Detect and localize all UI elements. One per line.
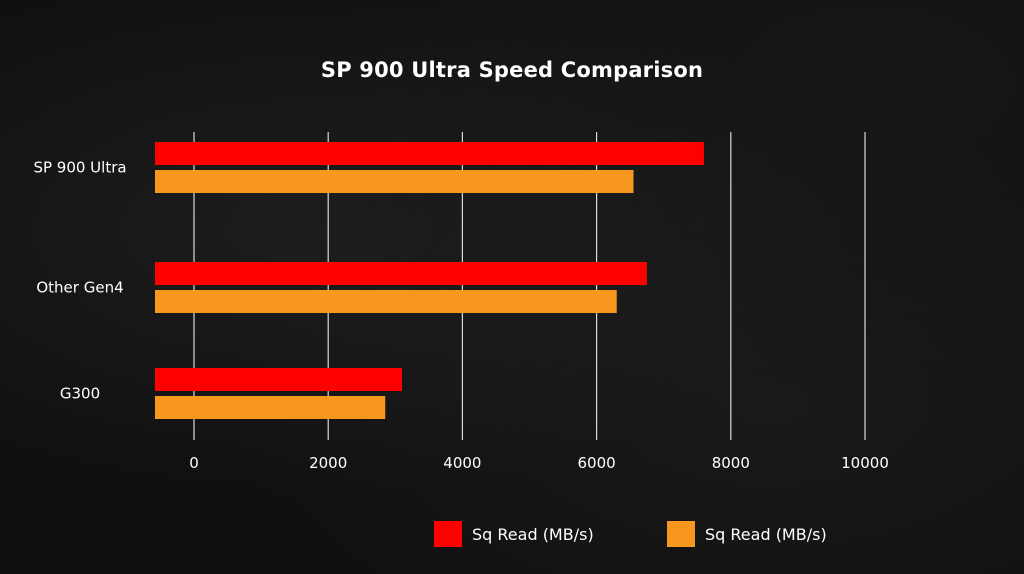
chart-title: SP 900 Ultra Speed Comparison: [320, 58, 704, 82]
legend-swatch-1: [434, 521, 462, 547]
bar-3-series-1: [155, 368, 403, 391]
legend-item-2: Sq Read (MB/s): [667, 520, 827, 548]
x-tick-label-5: 10000: [841, 454, 889, 472]
x-tick-label-1: 2000: [309, 454, 347, 472]
category-label-2: Other Gen4: [36, 279, 123, 297]
bar-1-series-2: [155, 170, 634, 193]
x-tick-label-2: 4000: [443, 454, 481, 472]
bar-2-series-2: [155, 290, 617, 313]
bar-3-series-2: [155, 396, 386, 419]
legend-item-1: Sq Read (MB/s): [434, 520, 594, 548]
category-label-3: G300: [60, 385, 100, 403]
x-tick-label-4: 8000: [712, 454, 750, 472]
bar-2-series-1: [155, 262, 647, 285]
category-label-1: SP 900 Ultra: [33, 159, 126, 177]
legend-label-1: Sq Read (MB/s): [472, 524, 594, 544]
legend-label-2: Sq Read (MB/s): [705, 524, 827, 544]
legend-swatch-2: [667, 521, 695, 547]
x-tick-label-0: 0: [189, 454, 199, 472]
x-tick-label-3: 6000: [578, 454, 616, 472]
bar-1-series-1: [155, 142, 704, 165]
